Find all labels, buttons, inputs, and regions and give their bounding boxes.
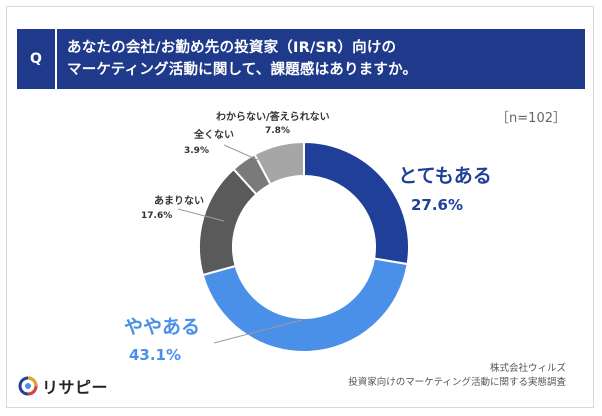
slice-label-1: ややある bbox=[124, 316, 200, 338]
sample-size: ［n=102］ bbox=[496, 111, 566, 126]
slice-value-1: 43.1% bbox=[129, 346, 181, 364]
donut-slices bbox=[198, 140, 410, 353]
brand-logo: リサピー bbox=[18, 374, 108, 398]
slice-value-0: 27.6% bbox=[411, 196, 463, 214]
leader-lines bbox=[177, 144, 303, 344]
leader-line-1 bbox=[213, 319, 303, 344]
slice-1 bbox=[201, 257, 409, 353]
slice-4 bbox=[253, 140, 305, 186]
slice-value-4: 7.8% bbox=[265, 126, 290, 136]
slice-value-3: 3.9% bbox=[184, 146, 209, 156]
logo-icon bbox=[18, 376, 38, 396]
slice-labels: とてもある 27.6% ややある 43.1% あまりない 17.6% 全くない 3.9% わから… bbox=[124, 110, 492, 364]
slice-value-2: 17.6% bbox=[141, 211, 172, 221]
question-marker: Q bbox=[17, 29, 57, 89]
leader-line-2 bbox=[177, 208, 225, 222]
leader-line-3 bbox=[223, 144, 259, 161]
source-survey: 投資家向けのマーケティング活動に関する実態調査 bbox=[348, 377, 566, 388]
question-text: あなたの会社/お勤め先の投資家（IR/SR）向けの マーケティング活動に関して、… bbox=[57, 29, 585, 89]
slice-0 bbox=[303, 140, 410, 266]
slice-label-4: わからない/答えられない bbox=[216, 110, 330, 123]
slice-label-0: とてもある bbox=[398, 165, 491, 187]
source-credit: 株式会社ウィルズ 投資家向けのマーケティング活動に関する実態調査 bbox=[348, 362, 566, 390]
slice-label-2: あまりない bbox=[154, 194, 204, 207]
source-company: 株式会社ウィルズ bbox=[489, 363, 566, 374]
slice-label-3: 全くない bbox=[193, 128, 234, 141]
question-line-1: あなたの会社/お勤め先の投資家（IR/SR）向けの bbox=[67, 40, 397, 56]
logo-text: リサピー bbox=[42, 378, 109, 397]
question-bar: Q あなたの会社/お勤め先の投資家（IR/SR）向けの マーケティング活動に関し… bbox=[17, 29, 585, 89]
question-line-2: マーケティング活動に関して、課題感はありますか。 bbox=[67, 62, 418, 78]
